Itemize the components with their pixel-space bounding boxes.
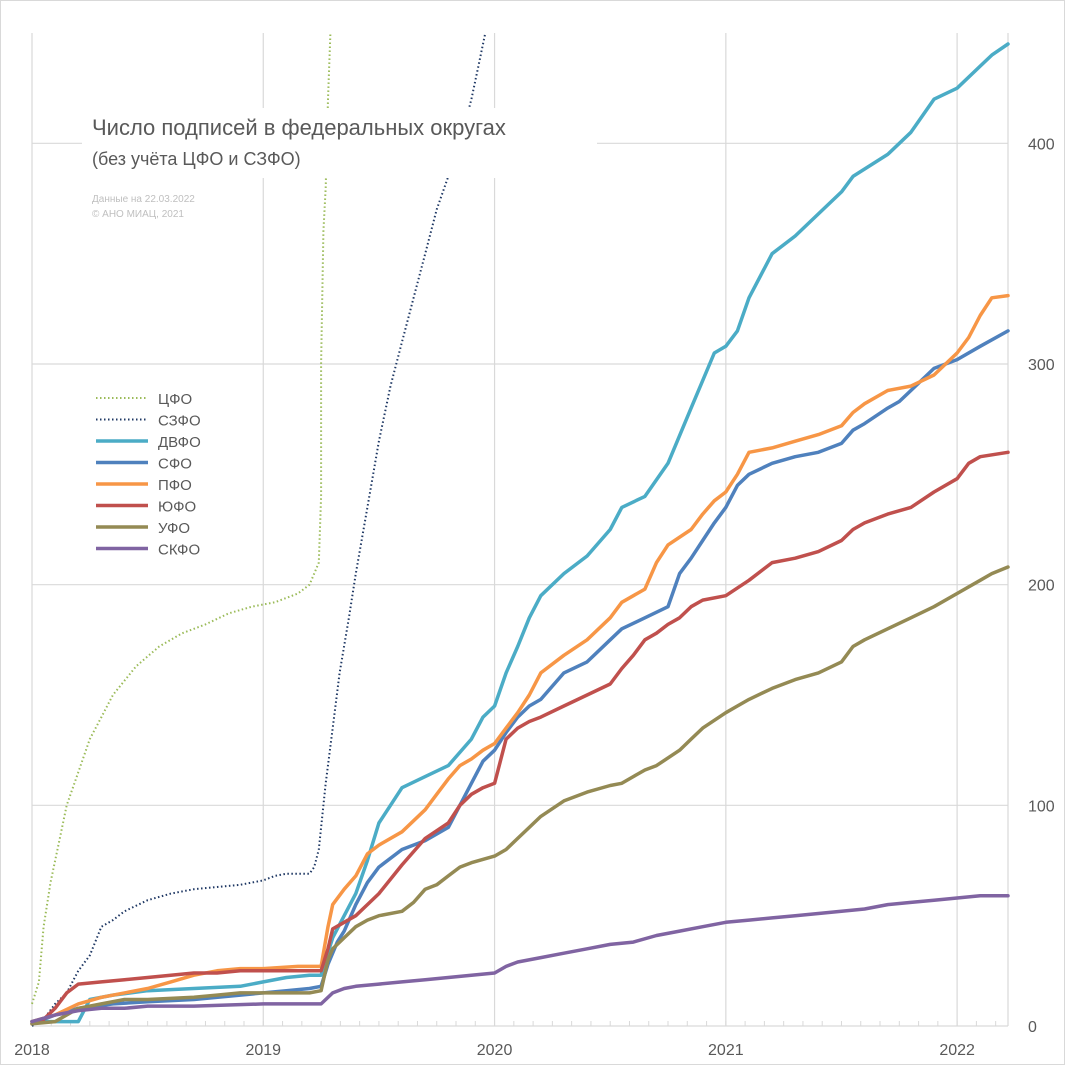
series-line-6	[30, 450, 1010, 1026]
series-line-3	[30, 42, 1010, 1024]
legend-label-1: ЦФО	[158, 391, 192, 408]
y-tick-label-0: 0	[1028, 1019, 1037, 1036]
legend: ЦФО СЗФО ДВФО СФО ПФО ЮФО УФО СКФО	[96, 391, 201, 559]
chart-title: Число подписей в федеральных округах	[92, 115, 506, 140]
series-line-8	[30, 894, 1010, 1024]
series-line-7	[30, 565, 1010, 1026]
title-block: Число подписей в федеральных округах (бе…	[82, 108, 597, 220]
legend-label-6: ЮФО	[158, 499, 196, 516]
x-tick-label-2020: 2020	[477, 1042, 513, 1059]
series-line-5	[30, 293, 1010, 1024]
chart-subtitle: (без учёта ЦФО и СЗФО)	[92, 149, 301, 169]
series-line-4	[30, 329, 1010, 1024]
series-line-2	[31, 33, 487, 1027]
legend-label-4: СФО	[158, 456, 192, 473]
x-tick-label-2019: 2019	[245, 1042, 281, 1059]
title-background	[82, 108, 597, 178]
data-date-note: Данные на 22.03.2022	[92, 194, 195, 205]
grid	[31, 33, 1009, 1027]
legend-label-5: ПФО	[158, 477, 192, 494]
legend-label-7: УФО	[158, 520, 190, 537]
y-tick-label-100: 100	[1028, 798, 1055, 815]
series-layer	[30, 33, 1010, 1027]
series-line-1	[31, 33, 332, 1005]
copyright-note: © АНО МИАЦ, 2021	[92, 209, 184, 220]
y-tick-label-300: 300	[1028, 357, 1055, 374]
legend-label-8: СКФО	[158, 542, 200, 559]
x-tick-label-2022: 2022	[939, 1042, 975, 1059]
legend-label-3: ДВФО	[158, 434, 201, 451]
y-tick-label-400: 400	[1028, 136, 1055, 153]
x-tick-label-2018: 2018	[14, 1042, 50, 1059]
legend-label-2: СЗФО	[158, 413, 201, 430]
x-tick-label-2021: 2021	[708, 1042, 744, 1059]
axis-labels: 0 100 200 300 400 2018 2019 2020 2021 2022	[14, 136, 1055, 1059]
y-tick-label-200: 200	[1028, 578, 1055, 595]
